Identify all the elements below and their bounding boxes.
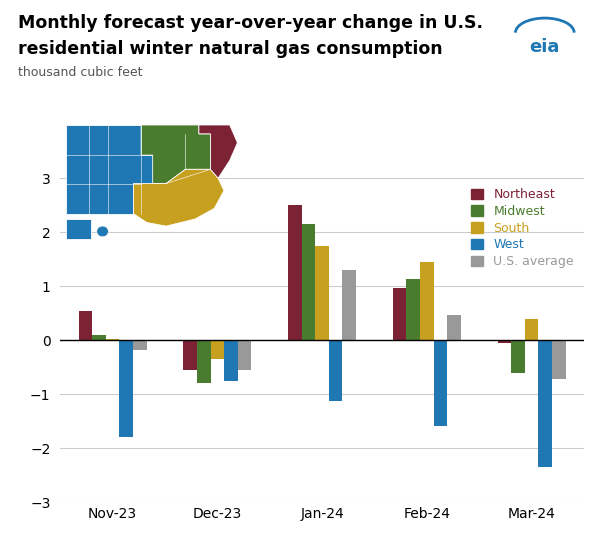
Circle shape <box>97 226 108 237</box>
Text: residential winter natural gas consumption: residential winter natural gas consumpti… <box>18 40 442 58</box>
Bar <box>211 340 224 359</box>
Text: Monthly forecast year-over-year change in U.S.: Monthly forecast year-over-year change i… <box>18 14 483 31</box>
Bar <box>420 262 433 340</box>
Text: thousand cubic feet: thousand cubic feet <box>18 66 143 79</box>
Bar <box>302 224 315 340</box>
Bar <box>197 340 211 383</box>
Text: eia: eia <box>530 38 560 56</box>
Bar <box>552 340 566 379</box>
Polygon shape <box>66 219 91 239</box>
Polygon shape <box>134 170 224 226</box>
Bar <box>78 310 92 340</box>
Bar <box>393 288 406 340</box>
Bar <box>343 270 356 340</box>
Legend: Northeast, Midwest, South, West, U.S. average: Northeast, Midwest, South, West, U.S. av… <box>467 185 578 272</box>
Bar <box>538 340 552 467</box>
Bar <box>447 315 461 340</box>
Polygon shape <box>66 125 153 214</box>
Bar <box>183 340 197 370</box>
Polygon shape <box>199 125 237 178</box>
Polygon shape <box>141 125 211 184</box>
Bar <box>106 339 119 340</box>
Bar <box>224 340 238 381</box>
Bar <box>238 340 252 370</box>
Bar <box>288 205 302 340</box>
Bar <box>525 319 538 340</box>
Bar <box>315 246 329 340</box>
Bar <box>133 340 147 350</box>
Bar <box>329 340 343 401</box>
Bar <box>511 340 525 373</box>
Bar <box>119 340 133 437</box>
Bar <box>497 340 511 343</box>
Bar <box>433 340 447 426</box>
Bar <box>406 279 420 340</box>
Bar <box>92 335 106 340</box>
